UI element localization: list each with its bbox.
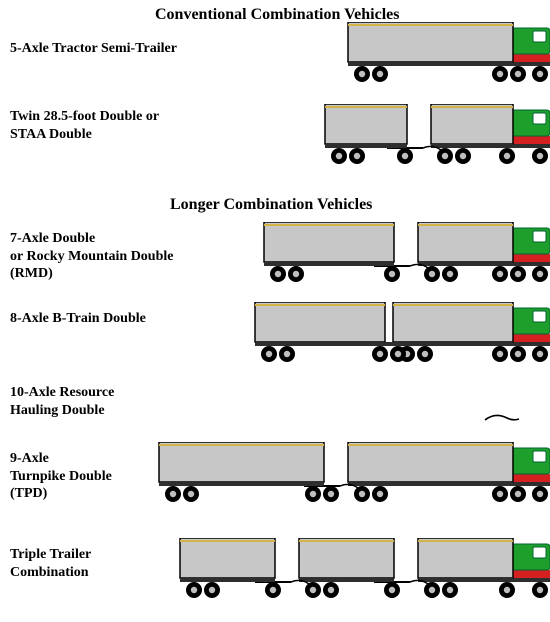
label-r6-line1: Turnpike Double	[10, 468, 112, 486]
label-r5-line0: 10-Axle Resource	[10, 384, 114, 402]
label-r6-line0: 9-Axle	[10, 450, 112, 468]
vehicle-r5	[445, 382, 550, 444]
label-r4-line0: 8-Axle B-Train Double	[10, 310, 146, 328]
label-r7: Triple TrailerCombination	[10, 546, 91, 581]
heading-lcv: Longer Combination Vehicles	[170, 196, 372, 214]
label-r7-line1: Combination	[10, 564, 91, 582]
label-r6: 9-AxleTurnpike Double(TPD)	[10, 450, 112, 503]
vehicle-r2	[285, 104, 550, 166]
label-r4: 8-Axle B-Train Double	[10, 310, 146, 328]
diagram-stage: Conventional Combination Vehicles Longer…	[0, 0, 550, 622]
label-r3: 7-Axle Doubleor Rocky Mountain Double(RM…	[10, 230, 173, 283]
label-r5-line1: Hauling Double	[10, 402, 114, 420]
label-r2-line0: Twin 28.5-foot Double or	[10, 108, 159, 126]
label-r7-line0: Triple Trailer	[10, 546, 91, 564]
label-r2-line1: STAA Double	[10, 126, 159, 144]
vehicle-r4	[195, 302, 550, 364]
label-r1: 5-Axle Tractor Semi-Trailer	[10, 40, 177, 58]
label-r3-line1: or Rocky Mountain Double	[10, 248, 173, 266]
label-r3-line0: 7-Axle Double	[10, 230, 173, 248]
label-r1-line0: 5-Axle Tractor Semi-Trailer	[10, 40, 177, 58]
vehicle-r6	[110, 442, 550, 504]
vehicle-r7	[140, 538, 550, 600]
label-r3-line2: (RMD)	[10, 265, 173, 283]
vehicle-r1	[270, 22, 550, 84]
label-r5: 10-Axle ResourceHauling Double	[10, 384, 114, 419]
label-r6-line2: (TPD)	[10, 485, 112, 503]
label-r2: Twin 28.5-foot Double orSTAA Double	[10, 108, 159, 143]
vehicle-r3	[220, 222, 550, 284]
